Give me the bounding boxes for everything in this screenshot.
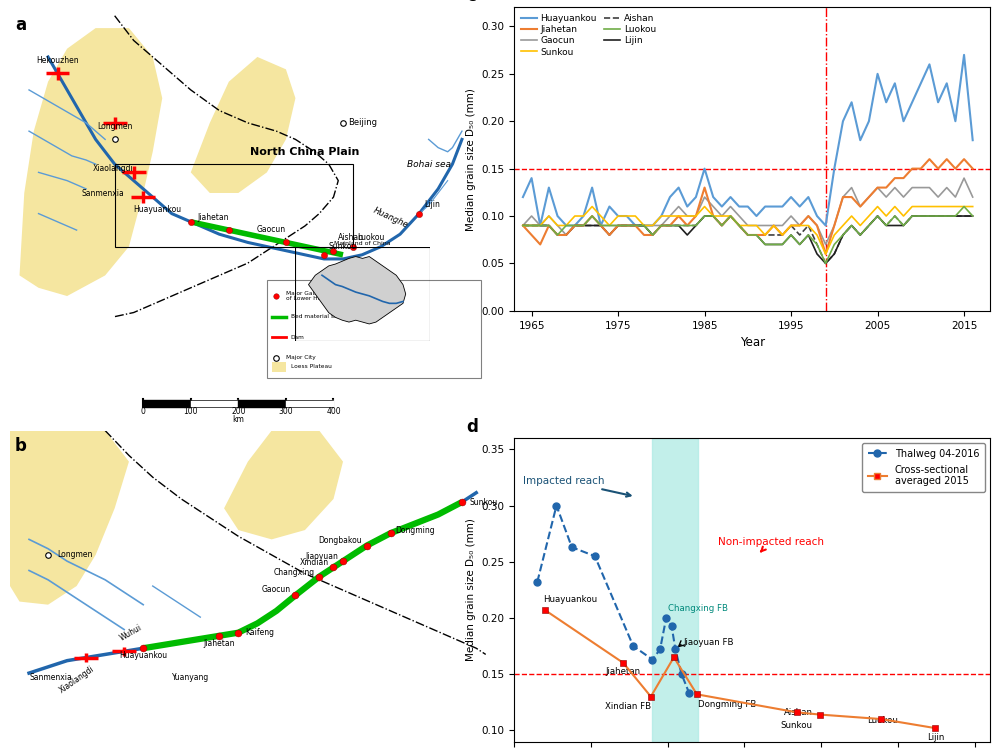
Title: Mainland of China: Mainland of China bbox=[334, 241, 391, 246]
Y-axis label: Median grain size D₅₀ (mm): Median grain size D₅₀ (mm) bbox=[466, 518, 476, 661]
Text: Dongming FB: Dongming FB bbox=[698, 700, 757, 709]
Text: Huayuankou: Huayuankou bbox=[133, 204, 181, 213]
Text: Aishan: Aishan bbox=[338, 234, 364, 243]
Text: b: b bbox=[15, 437, 27, 455]
Text: Jiaoyuan: Jiaoyuan bbox=[305, 552, 338, 561]
Text: Jiaoyuan FB: Jiaoyuan FB bbox=[683, 638, 734, 647]
Text: Xindian FB: Xindian FB bbox=[605, 703, 651, 712]
Text: Lijin: Lijin bbox=[424, 201, 440, 210]
Text: Sunkou: Sunkou bbox=[469, 497, 497, 506]
Text: Jiahetan: Jiahetan bbox=[197, 213, 229, 222]
Text: Kaifeng: Kaifeng bbox=[245, 628, 274, 637]
Text: a: a bbox=[15, 16, 26, 34]
Text: Dongming: Dongming bbox=[395, 526, 435, 535]
Text: 100: 100 bbox=[184, 407, 198, 416]
Text: Aishan: Aishan bbox=[784, 708, 813, 717]
Text: Dam: Dam bbox=[291, 335, 305, 340]
Text: Changxing FB: Changxing FB bbox=[668, 604, 728, 613]
Text: Sanmenxia: Sanmenxia bbox=[81, 189, 124, 198]
Text: Beijing: Beijing bbox=[348, 118, 377, 127]
Text: Gaocun: Gaocun bbox=[257, 225, 286, 234]
Text: Major Gauging Station
of Lower Huanghe: Major Gauging Station of Lower Huanghe bbox=[286, 291, 352, 301]
Text: 400: 400 bbox=[326, 407, 341, 416]
Text: Huanghe: Huanghe bbox=[372, 206, 410, 230]
Text: 0: 0 bbox=[141, 407, 146, 416]
Text: Gaocun: Gaocun bbox=[262, 585, 291, 594]
Text: Wuhui: Wuhui bbox=[118, 622, 143, 643]
Text: Xiaolangdi: Xiaolangdi bbox=[93, 164, 134, 173]
Bar bbox=[652, 438, 698, 742]
Text: Huayuankou: Huayuankou bbox=[119, 652, 167, 661]
Text: 200: 200 bbox=[231, 407, 246, 416]
Polygon shape bbox=[224, 431, 343, 539]
Polygon shape bbox=[308, 256, 406, 324]
Text: Loess Plateau: Loess Plateau bbox=[291, 363, 332, 369]
X-axis label: Year: Year bbox=[740, 336, 765, 349]
Text: d: d bbox=[467, 418, 479, 436]
Text: Bed material samples: Bed material samples bbox=[291, 314, 355, 319]
Text: Hekouzhen: Hekouzhen bbox=[36, 56, 79, 65]
Text: km: km bbox=[232, 415, 244, 424]
Text: Sunkou: Sunkou bbox=[781, 721, 813, 730]
Bar bbox=[272, 362, 286, 372]
Text: 300: 300 bbox=[279, 407, 293, 416]
Text: Xiaolangdi: Xiaolangdi bbox=[57, 664, 96, 694]
Text: Bohai sea: Bohai sea bbox=[407, 160, 451, 169]
Polygon shape bbox=[10, 431, 129, 604]
Text: Sanmenxia: Sanmenxia bbox=[29, 673, 72, 682]
Text: Major City: Major City bbox=[286, 355, 316, 360]
Text: Huayuankou: Huayuankou bbox=[543, 595, 598, 604]
Text: Xindian: Xindian bbox=[300, 558, 329, 567]
Text: Non-impacted reach: Non-impacted reach bbox=[718, 536, 824, 552]
Text: Sunkou: Sunkou bbox=[329, 242, 357, 251]
Text: Jiahetan: Jiahetan bbox=[204, 639, 235, 648]
Bar bbox=[267, 279, 481, 378]
Text: Yuanyang: Yuanyang bbox=[172, 673, 209, 682]
Polygon shape bbox=[191, 57, 295, 193]
Text: Dongbakou: Dongbakou bbox=[318, 536, 362, 545]
Text: Jiahetan: Jiahetan bbox=[606, 667, 641, 676]
Text: Longmen: Longmen bbox=[97, 122, 132, 131]
Text: c: c bbox=[467, 0, 477, 5]
Legend: Huayuankou, Jiahetan, Gaocun, Sunkou, Aishan, Luokou, Lijin: Huayuankou, Jiahetan, Gaocun, Sunkou, Ai… bbox=[519, 12, 658, 58]
Text: Lijin: Lijin bbox=[928, 733, 945, 742]
Text: Luokou: Luokou bbox=[867, 716, 898, 725]
Text: North China Plain: North China Plain bbox=[250, 147, 360, 157]
Y-axis label: Median grain size D₅₀ (mm): Median grain size D₅₀ (mm) bbox=[466, 88, 476, 231]
Text: Impacted reach: Impacted reach bbox=[523, 476, 631, 497]
Legend: Thalweg 04-2016, Cross-sectional
averaged 2015: Thalweg 04-2016, Cross-sectional average… bbox=[862, 443, 985, 492]
Bar bbox=[115, 164, 353, 246]
Text: Changxing: Changxing bbox=[273, 568, 314, 577]
Polygon shape bbox=[20, 28, 162, 296]
Text: Luokou: Luokou bbox=[357, 234, 385, 243]
Text: Longmen: Longmen bbox=[58, 551, 93, 560]
